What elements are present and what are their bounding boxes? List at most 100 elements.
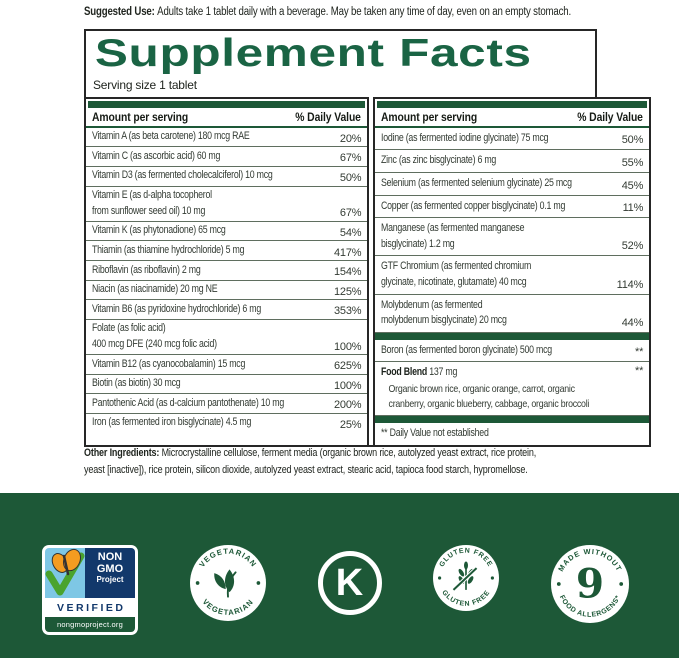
header-amount: Amount per serving: [92, 111, 189, 124]
table-header: Amount per serving % Daily Value: [86, 108, 368, 128]
nutrient-name: Food Blend 137 mg: [381, 366, 458, 379]
nutrient-name: Selenium (as fermented selenium glycinat…: [381, 176, 573, 189]
panel-title: Supplement Facts: [94, 32, 532, 75]
nutrient-row: Manganese (as fermented manganese bisgly…: [375, 218, 650, 257]
daily-value: 353%: [333, 305, 362, 318]
non-gmo-sky: NON GMO Project: [45, 548, 135, 598]
nutrient-name: GTF Chromium (as fermented chromium glyc…: [381, 260, 532, 289]
supplement-facts-panel: Supplement Facts Serving size 1 tablet A…: [84, 29, 652, 448]
daily-value: 100%: [333, 340, 362, 353]
nutrient-row: Riboflavin (as riboflavin) 2 mg 154%: [86, 261, 368, 281]
nutrient-name: Zinc (as zinc bisglycinate) 6 mg: [381, 154, 497, 167]
daily-value: 20%: [339, 132, 362, 145]
table-rows: Iodine (as fermented iodine glycinate) 7…: [375, 128, 650, 445]
nutrient-name: Riboflavin (as riboflavin) 2 mg: [92, 263, 201, 276]
daily-value: **: [635, 346, 644, 359]
daily-value: 154%: [333, 266, 362, 279]
nutrient-name: Vitamin E (as d-alpha tocopherol from su…: [92, 189, 212, 217]
badge-gluten-free: GLUTEN FREE GLUTEN FREE: [433, 545, 500, 611]
daily-value: 67%: [339, 152, 362, 165]
non-gmo-url: nongmoproject.org: [45, 617, 135, 632]
serving-size: Serving size 1 tablet: [93, 77, 197, 92]
nutrient-row: Vitamin B12 (as cyanocobalamin) 15 mcg 62…: [86, 355, 368, 375]
badge-allergen-free: MADE WITHOUT FOOD ALLERGENS* 9: [551, 545, 629, 623]
nutrient-row: Vitamin C (as ascorbic acid) 60 mg 67%: [86, 147, 368, 167]
nutrient-row: Thiamin (as thiamine hydrochloride) 5 mg…: [86, 241, 368, 262]
daily-value: 11%: [622, 202, 644, 215]
food-blend-ingredients: Organic brown rice, organic orange, carr…: [388, 383, 590, 410]
daily-value: 45%: [621, 179, 644, 192]
daily-value: 25%: [339, 419, 362, 432]
nutrient-name: Molybdenum (as fermented molybdenum bisg…: [381, 298, 507, 327]
non-gmo-wordmark: NON GMO Project: [85, 548, 135, 598]
daily-value: 50%: [339, 172, 362, 185]
nutrient-row: Folate (as folic acid) 400 mcg DFE (240 …: [86, 320, 368, 356]
nutrient-name: Biotin (as biotin) 30 mcg: [92, 377, 181, 390]
nutrient-row: GTF Chromium (as fermented chromium glyc…: [375, 256, 650, 295]
daily-value: 44%: [621, 316, 644, 329]
nutrient-name: Vitamin B12 (as cyanocobalamin) 15 mcg: [92, 357, 246, 370]
daily-value: 67%: [339, 207, 362, 220]
daily-value: 52%: [621, 240, 644, 253]
kosher-k-letter: K: [335, 561, 364, 604]
header-daily-value: % Daily Value: [295, 111, 362, 124]
nutrient-name: Thiamin (as thiamine hydrochloride) 5 mg: [92, 243, 245, 256]
table-top-bar: [88, 100, 366, 108]
nutrient-name: Vitamin A (as beta carotene) 180 mcg RAE: [92, 130, 250, 143]
daily-value: 625%: [333, 360, 362, 373]
nutrient-name: Vitamin C (as ascorbic acid) 60 mg: [92, 149, 221, 162]
nutrient-row: Vitamin K (as phytonadione) 65 mcg 54%: [86, 222, 368, 242]
nutrient-name: Boron (as fermented boron glycinate) 500…: [381, 343, 553, 356]
nutrient-row: Zinc (as zinc bisglycinate) 6 mg 55%: [375, 150, 650, 173]
daily-value: 100%: [333, 379, 362, 392]
nutrient-table-left: Amount per serving % Daily Value Vitamin A…: [84, 96, 370, 448]
wheat-slash-icon: [453, 561, 479, 591]
section-bar: [375, 332, 650, 340]
nutrient-row: Pantothenic Acid (as d-calcium pantothen…: [86, 394, 368, 414]
allergen-count: 9: [576, 559, 604, 607]
certification-band: NON GMO Project VERIFIED nongmoproject.o…: [0, 493, 679, 658]
daily-value: 114%: [616, 278, 644, 291]
table-header: Amount per serving % Daily Value: [375, 108, 650, 128]
nutrient-row: Selenium (as fermented selenium glycinat…: [375, 173, 650, 196]
other-ingredients-label: Other Ingredients:: [84, 447, 162, 459]
nutrient-name: Vitamin D3 (as fermented cholecalciferol…: [92, 169, 273, 182]
nutrient-name: Copper (as fermented copper bisglycinate…: [381, 199, 566, 212]
nutrient-name: Manganese (as fermented manganese bisgly…: [381, 222, 525, 250]
table-top-bar: [377, 100, 648, 108]
nutrient-row: Niacin (as niacinamide) 20 mg NE 125%: [86, 281, 368, 301]
nutrient-row: Vitamin D3 (as fermented cholecalciferol…: [86, 167, 368, 187]
daily-value: 125%: [333, 285, 362, 298]
badge-non-gmo: NON GMO Project VERIFIED nongmoproject.o…: [42, 545, 138, 635]
nutrient-row: Vitamin A (as beta carotene) 180 mcg RAE…: [86, 128, 368, 148]
daily-value: 50%: [621, 134, 644, 147]
butterfly-checkmark-icon: [45, 548, 85, 596]
nutrient-row: Vitamin E (as d-alpha tocopherol from su…: [86, 187, 368, 222]
badge-vegetarian: VEGETARIAN VEGETARIAN: [189, 545, 266, 621]
header-daily-value: % Daily Value: [577, 111, 644, 124]
nutrient-row: Boron (as fermented boron glycinate) 500…: [375, 340, 650, 363]
leaf-icon: [213, 569, 237, 598]
nutrient-name: Niacin (as niacinamide) 20 mg NE: [92, 283, 218, 296]
nutrient-row: Copper (as fermented copper bisglycinate…: [375, 196, 650, 219]
daily-value: 417%: [333, 246, 362, 259]
nutrient-name: Iodine (as fermented iodine glycinate) 7…: [381, 131, 549, 144]
nutrient-row: Molybdenum (as fermented molybdenum bisg…: [375, 295, 650, 333]
daily-value: 55%: [621, 156, 644, 169]
footnote-row: ** Daily Value not established: [375, 423, 649, 445]
nutrient-row: Food Blend 137 mg ** Organic brown rice, o…: [375, 362, 650, 417]
nutrient-name: ** Daily Value not established: [381, 427, 489, 440]
nutrient-row: Biotin (as biotin) 30 mcg 100%: [86, 375, 368, 395]
nutrient-table-right: Amount per serving % Daily Value Iodine (a…: [373, 96, 652, 448]
daily-value: **: [635, 365, 644, 378]
suggested-use-text: Suggested Use: Adults take 1 tablet dail…: [84, 6, 572, 18]
non-gmo-verified-text: VERIFIED: [57, 601, 126, 614]
nutrient-name: Folate (as folic acid) 400 mcg DFE (240 …: [92, 322, 217, 350]
section-bar: [375, 416, 650, 424]
header-amount: Amount per serving: [381, 111, 478, 124]
nutrient-row: Iron (as fermented iron bisglycinate) 4.…: [86, 414, 367, 433]
badge-kosher: K: [317, 551, 382, 615]
nutrient-name: Pantothenic Acid (as d-calcium pantothen…: [92, 396, 284, 409]
nutrient-tables: Amount per serving % Daily Value Vitamin A…: [84, 96, 652, 448]
nutrient-name: Vitamin B6 (as pyridoxine hydrochloride)…: [92, 302, 262, 315]
